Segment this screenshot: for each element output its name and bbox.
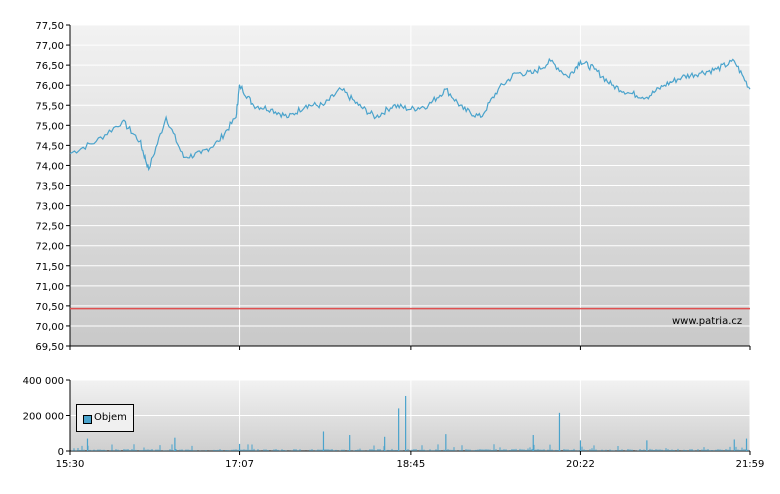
- volume-series: [71, 395, 749, 451]
- volume-legend: Objem: [76, 404, 134, 432]
- price-y-tick-label: 77,00: [35, 41, 64, 52]
- watermark-text[interactable]: www.patria.cz: [672, 316, 743, 327]
- price-y-tick-label: 73,00: [35, 202, 64, 213]
- x-tick-label: 15:30: [56, 459, 85, 470]
- x-tick-label: 21:59: [736, 459, 765, 470]
- legend-swatch: [83, 415, 92, 424]
- x-tick-label: 17:07: [225, 459, 254, 470]
- price-axes: 77,50 77,00 76,50 76,00 75,50 75,00 74,50 74,00…: [35, 21, 751, 353]
- price-y-tick-label: 75,50: [35, 101, 64, 112]
- x-tick-label: 20:22: [566, 459, 595, 470]
- price-y-tick-label: 73,50: [35, 182, 64, 193]
- price-y-tick-label: 71,50: [35, 262, 64, 273]
- price-y-tick-label: 72,50: [35, 222, 64, 233]
- price-y-tick-label: 69,50: [35, 342, 64, 353]
- price-y-tick-label: 76,00: [35, 81, 64, 92]
- price-y-tick-label: 74,00: [35, 161, 64, 172]
- price-y-tick-label: 70,50: [35, 302, 64, 313]
- x-tick-label: 18:45: [396, 459, 425, 470]
- price-y-tick-label: 74,50: [35, 141, 64, 152]
- price-series-line: [69, 57, 751, 172]
- price-y-tick-label: 76,50: [35, 61, 64, 72]
- volume-y-tick-label: 400 000: [23, 376, 64, 387]
- volume-y-tick-label: 200 000: [23, 412, 64, 423]
- legend-label: Objem: [94, 412, 127, 423]
- price-y-tick-label: 71,00: [35, 282, 64, 293]
- price-series: [69, 57, 751, 310]
- price-y-tick-label: 75,00: [35, 121, 64, 132]
- price-y-tick-label: 77,50: [35, 21, 64, 32]
- price-y-tick-label: 70,00: [35, 322, 64, 333]
- price-y-tick-label: 72,00: [35, 242, 64, 253]
- volume-y-tick-label: 0: [58, 447, 64, 458]
